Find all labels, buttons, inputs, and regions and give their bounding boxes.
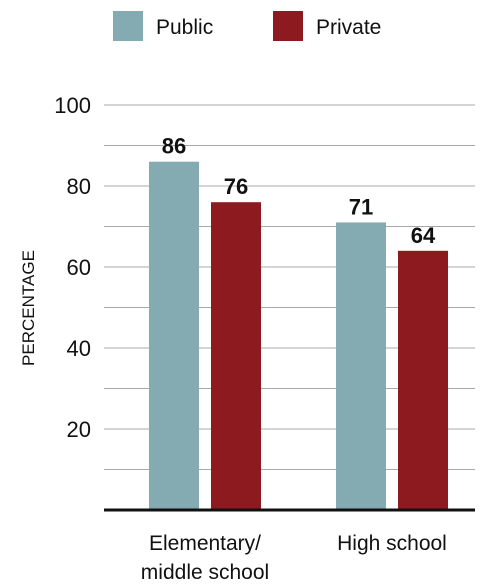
bar-value-label: 71 (349, 194, 373, 219)
legend-swatch (273, 11, 303, 41)
y-axis-ticks: 20 40 60 80 100 (54, 93, 91, 442)
x-category-label: Elementary/middle school (141, 532, 269, 584)
bar-value-label: 86 (162, 134, 186, 159)
bar-value-label: 76 (224, 174, 248, 199)
bar (149, 161, 199, 510)
y-tick-label: 80 (67, 174, 91, 199)
y-tick-label: 40 (67, 336, 91, 361)
y-tick-label: 20 (67, 417, 91, 442)
legend-label: Private (316, 16, 381, 39)
bars (149, 161, 448, 511)
y-tick-label: 60 (67, 255, 91, 280)
x-axis-categories: Elementary/middle school High school (141, 532, 447, 584)
y-tick-label: 100 (54, 93, 91, 118)
legend-label: Public (156, 16, 213, 39)
bar-value-label: 64 (411, 223, 436, 248)
legend: Public Private (113, 11, 381, 41)
legend-swatch (113, 11, 143, 41)
bar (211, 202, 261, 510)
x-category-label: High school (337, 532, 447, 555)
bar (336, 222, 386, 510)
y-axis-title: PERCENTAGE (19, 250, 38, 366)
data-labels: 86 76 71 64 (162, 134, 436, 248)
bar (398, 250, 448, 511)
